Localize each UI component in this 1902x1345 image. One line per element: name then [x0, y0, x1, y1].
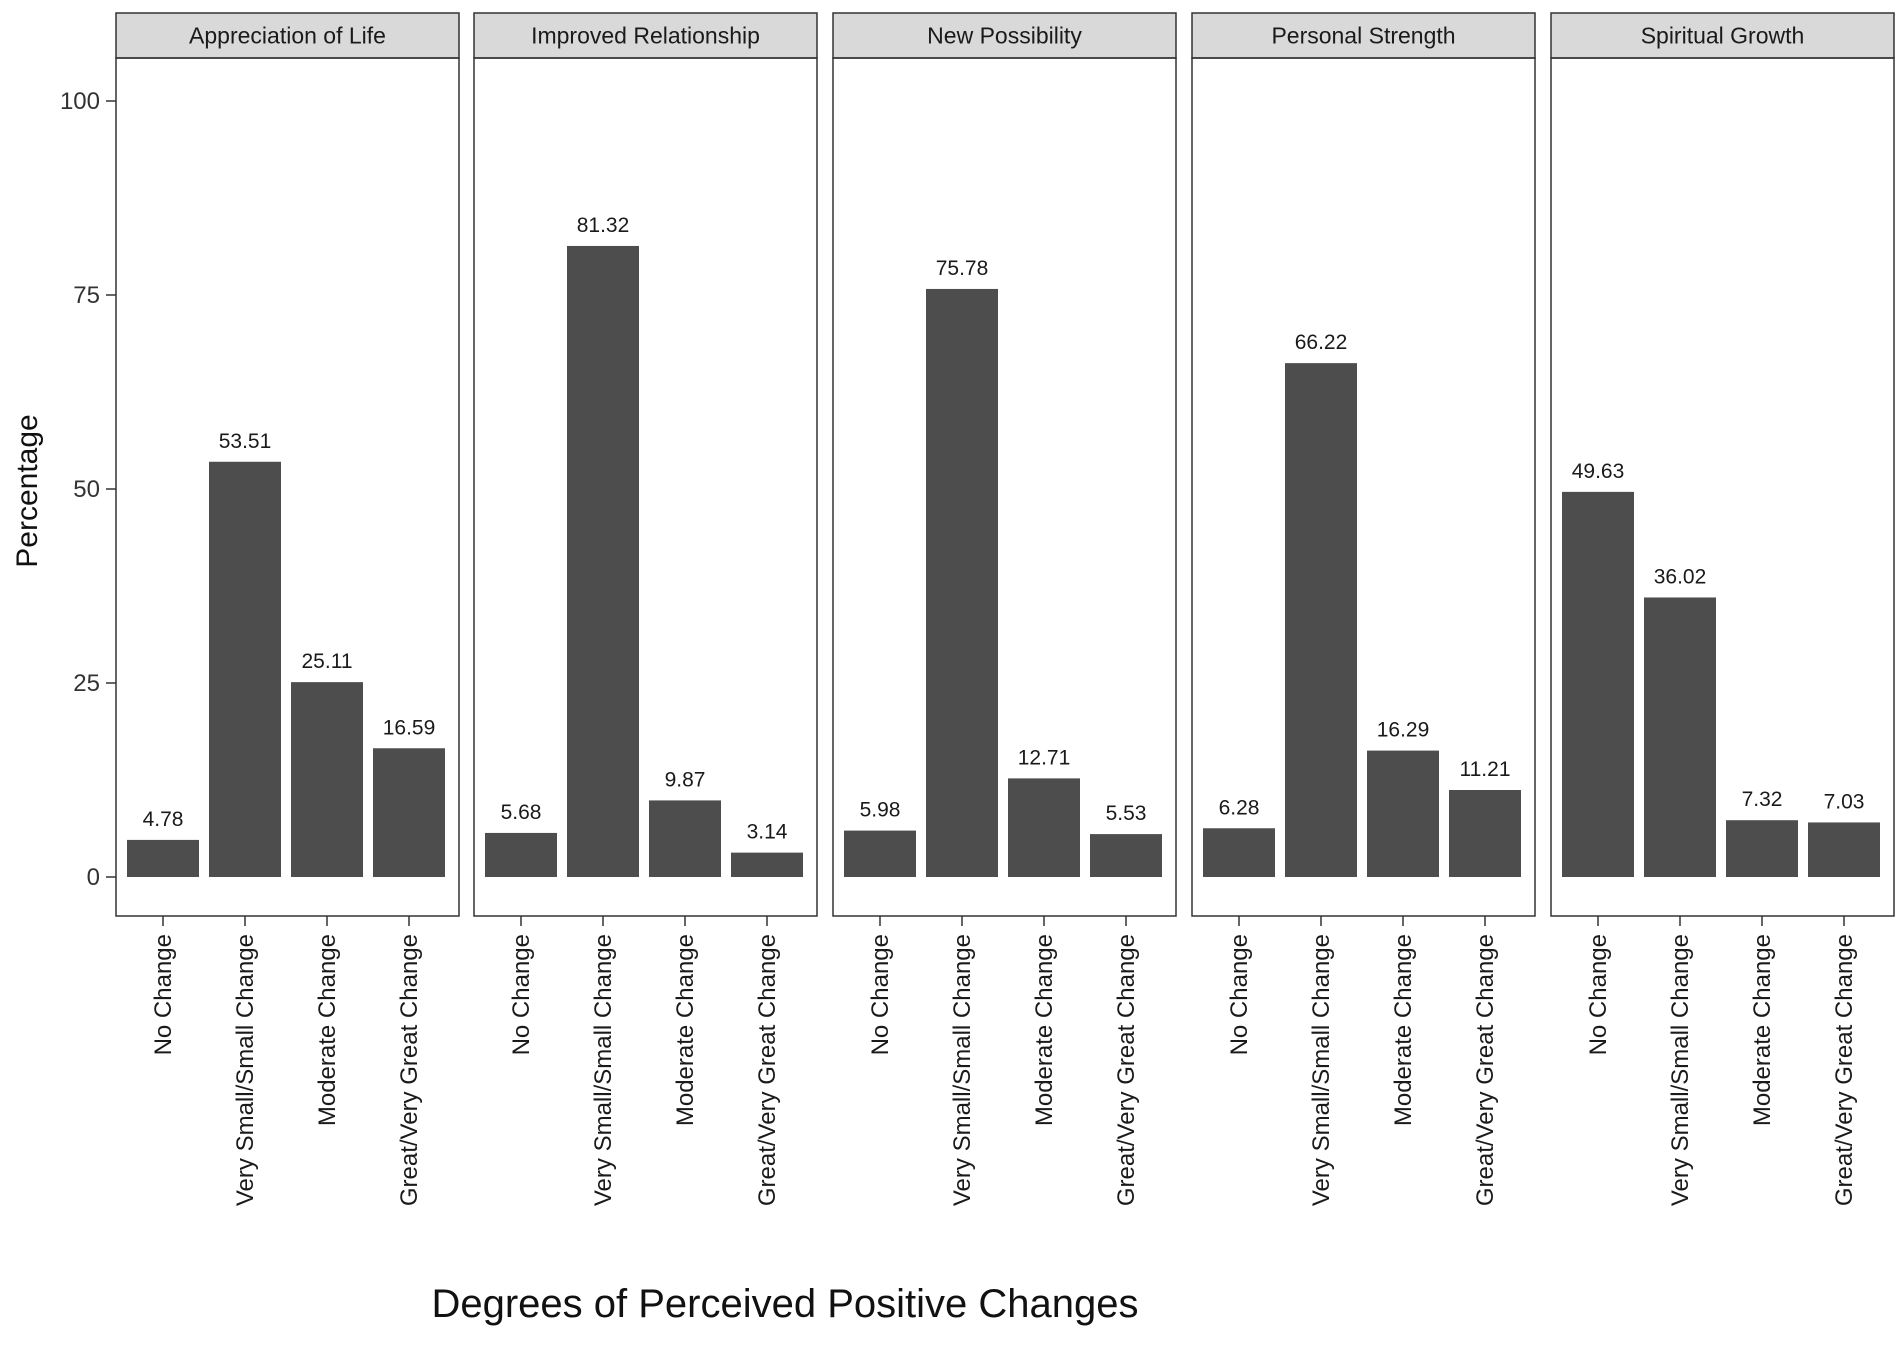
bar-value-label: 5.68 — [501, 801, 542, 824]
bar-value-label: 12.71 — [1018, 746, 1071, 769]
x-tick-label: Great/Very Great Change — [1831, 934, 1858, 1206]
bar-value-label: 49.63 — [1572, 460, 1625, 483]
panel-strip — [1550, 12, 1895, 59]
panel-strip-label: Spiritual Growth — [1641, 23, 1805, 49]
panel-strip-label: Personal Strength — [1271, 23, 1455, 49]
bar — [926, 288, 998, 877]
bar-value-label: 81.32 — [577, 214, 630, 237]
bar-value-label: 5.98 — [860, 799, 901, 822]
x-tick-label: Very Small/Small Change — [590, 934, 617, 1206]
panel-strip — [115, 12, 460, 59]
bar — [1562, 491, 1634, 877]
x-tick-label: Moderate Change — [1390, 934, 1417, 1126]
bar — [649, 800, 721, 877]
panel-improved-relationship: Improved Relationship 5.68 No Change 81.32 V… — [473, 12, 818, 1206]
panel-new-possibility: New Possibility 5.98 No Change 75.78 Very Sm… — [832, 12, 1177, 1206]
y-tick-label: 50 — [73, 476, 100, 503]
y-tick-label: 0 — [87, 864, 100, 891]
x-tick-label: Very Small/Small Change — [949, 934, 976, 1206]
bar-value-label: 7.32 — [1742, 788, 1783, 811]
bar-value-label: 5.53 — [1106, 802, 1147, 825]
bar — [1367, 750, 1439, 877]
bar — [1090, 834, 1162, 877]
bar-value-label: 4.78 — [143, 808, 184, 831]
x-tick-label: No Change — [150, 934, 177, 1055]
panel-border — [1191, 57, 1536, 917]
bar — [567, 245, 639, 878]
bar — [844, 830, 916, 877]
bar-value-label: 66.22 — [1295, 331, 1348, 354]
bar — [485, 832, 557, 877]
panel-strip — [1191, 12, 1536, 59]
panel-strip-label: New Possibility — [927, 23, 1082, 49]
panel-border — [1550, 57, 1895, 917]
panel-strip — [473, 12, 818, 59]
panel-strip — [832, 12, 1177, 59]
bar — [1644, 597, 1716, 877]
bar — [1285, 363, 1357, 877]
x-axis-title: Degrees of Perceived Positive Changes — [431, 1282, 1138, 1326]
panel-spiritual-growth: Spiritual Growth 49.63 No Change 36.02 Very … — [1550, 12, 1895, 1206]
panel-appreciation-of-life: Appreciation of Life 4.78 No Change 53.51 Ve… — [115, 12, 460, 1206]
x-tick-label: Great/Very Great Change — [1113, 934, 1140, 1206]
bar-value-label: 53.51 — [219, 430, 272, 453]
bar — [731, 852, 803, 877]
x-tick-label: Great/Very Great Change — [1472, 934, 1499, 1206]
bar — [127, 839, 199, 877]
y-tick-label: 75 — [73, 282, 100, 309]
y-tick-label: 25 — [73, 670, 100, 697]
panel-strip-label: Appreciation of Life — [189, 23, 386, 49]
bar — [209, 461, 281, 877]
x-tick-label: No Change — [1226, 934, 1253, 1055]
bar — [1203, 828, 1275, 877]
x-tick-label: Great/Very Great Change — [754, 934, 781, 1206]
y-tick-label: 100 — [60, 88, 100, 115]
bar-value-label: 9.87 — [665, 768, 706, 791]
x-tick-label: Very Small/Small Change — [1667, 934, 1694, 1206]
bar-value-label: 16.59 — [383, 716, 436, 739]
x-tick-label: No Change — [867, 934, 894, 1055]
bar-value-label: 11.21 — [1460, 758, 1511, 781]
bar-value-label: 7.03 — [1824, 790, 1865, 813]
bar — [1808, 822, 1880, 877]
x-tick-label: Very Small/Small Change — [232, 934, 259, 1206]
panel-strip-label: Improved Relationship — [531, 23, 760, 49]
bar-value-label: 3.14 — [747, 821, 788, 844]
y-axis-title: Percentage — [11, 414, 44, 567]
x-tick-label: No Change — [1585, 934, 1612, 1055]
panel-border — [832, 57, 1177, 917]
x-tick-label: Moderate Change — [1749, 934, 1776, 1126]
bar-value-label: 36.02 — [1654, 565, 1707, 588]
x-tick-label: Great/Very Great Change — [396, 934, 423, 1206]
bar-value-label: 16.29 — [1377, 719, 1430, 742]
bar — [1008, 778, 1080, 877]
x-tick-label: Moderate Change — [672, 934, 699, 1126]
bar-value-label: 6.28 — [1219, 796, 1260, 819]
x-tick-label: Moderate Change — [314, 934, 341, 1126]
bar-value-label: 75.78 — [936, 257, 989, 280]
x-tick-label: Very Small/Small Change — [1308, 934, 1335, 1206]
bar — [1449, 790, 1521, 877]
x-tick-label: Moderate Change — [1031, 934, 1058, 1126]
x-tick-label: No Change — [508, 934, 535, 1055]
bar-value-label: 25.11 — [302, 650, 353, 673]
panel-personal-strength: Personal Strength 6.28 No Change 66.22 Very … — [1191, 12, 1536, 1206]
bar — [1726, 820, 1798, 877]
panel-border — [473, 57, 818, 917]
bar — [291, 682, 363, 877]
bar — [373, 748, 445, 877]
panel-border — [115, 57, 460, 917]
